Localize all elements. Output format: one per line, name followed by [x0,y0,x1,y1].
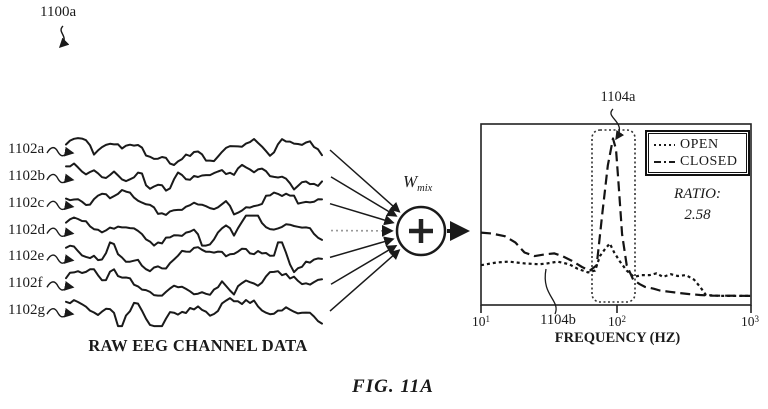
peak-callout-label: 1104a [600,89,636,105]
eeg-trace [65,241,323,274]
open-callout-leader [544,268,557,315]
channel-squiggle-arrow [46,227,75,238]
legend-closed-label: CLOSED [680,153,738,169]
spectrum-plot-frame [480,123,752,313]
eeg-trace [65,297,323,328]
plot-legend-inner: OPEN CLOSED [648,133,747,173]
tick-base: 10 [608,314,622,329]
legend-row-closed: CLOSED [653,153,742,170]
open-curve [480,242,751,297]
open-line-sample-icon [654,143,675,146]
eeg-traces [65,137,323,328]
eeg-trace [65,189,323,216]
channel-ref-label: 1102g [8,302,45,319]
channel-ref-label: 1102b [8,167,45,184]
channel-squiggle-arrow [46,200,75,211]
figure-caption: FIG. 11A [352,376,434,397]
x-axis-label: FREQUENCY (HZ) [554,330,681,346]
x-tick-label-10e2: 102 [601,314,633,329]
left-panel-caption: RAW EEG CHANNEL DATA [88,336,308,355]
mixer-input-arrow [329,249,401,312]
peak-highlight-box [591,129,636,303]
tick-base: 10 [741,314,755,329]
eeg-trace [65,214,323,247]
mixer-input-arrow [329,149,401,213]
eeg-trace [65,268,323,297]
mixer-input-arrow [330,244,398,285]
channel-squiggle-arrow [46,307,75,318]
legend-row-open: OPEN [653,136,742,153]
eeg-trace [65,162,323,192]
channel-squiggle-arrow [46,173,75,184]
eeg-trace [65,137,323,166]
channel-squiggle-arrow [46,254,75,264]
plus-icon [409,219,433,243]
peak-callout-arrow [610,108,625,141]
tick-exp: 3 [754,314,760,324]
x-tick-label-10e3: 103 [734,314,766,329]
plot-legend: OPEN CLOSED [645,130,750,176]
channel-squiggle-arrow [46,146,75,157]
open-callout-label: 1104b [540,312,576,328]
closed-line-sample-icon [654,160,675,163]
channel-ref-label: 1102d [8,221,45,238]
mixer-input-arrow [330,176,398,217]
ratio-value: 2.58 [684,207,711,223]
ratio-label: RATIO: [674,186,721,202]
mixer-weight-label: Wmix [403,173,432,194]
tick-base: 10 [472,314,486,329]
mixer-input-arrows [329,149,401,312]
mixer-input-arrow [329,236,395,259]
weight-symbol: W [403,172,418,191]
tick-exp: 2 [621,314,627,324]
channel-label-arrows [46,146,75,318]
closed-curve [480,137,752,297]
mixer-node [395,205,447,257]
legend-open-label: OPEN [680,136,719,152]
x-tick-label-10e1: 101 [465,314,497,329]
figure-ref-label: 1100a [40,4,77,20]
channel-ref-label: 1102e [8,248,45,265]
weight-subscript: mix [417,183,433,194]
channel-ref-label: 1102f [8,275,43,292]
tick-exp: 1 [485,314,491,324]
figure-ref-arrow [58,25,70,49]
channel-squiggle-arrow [46,281,75,291]
channel-ref-label: 1102a [8,141,45,157]
mixer-input-arrow [329,202,395,226]
channel-ref-label: 1102c [8,194,45,211]
